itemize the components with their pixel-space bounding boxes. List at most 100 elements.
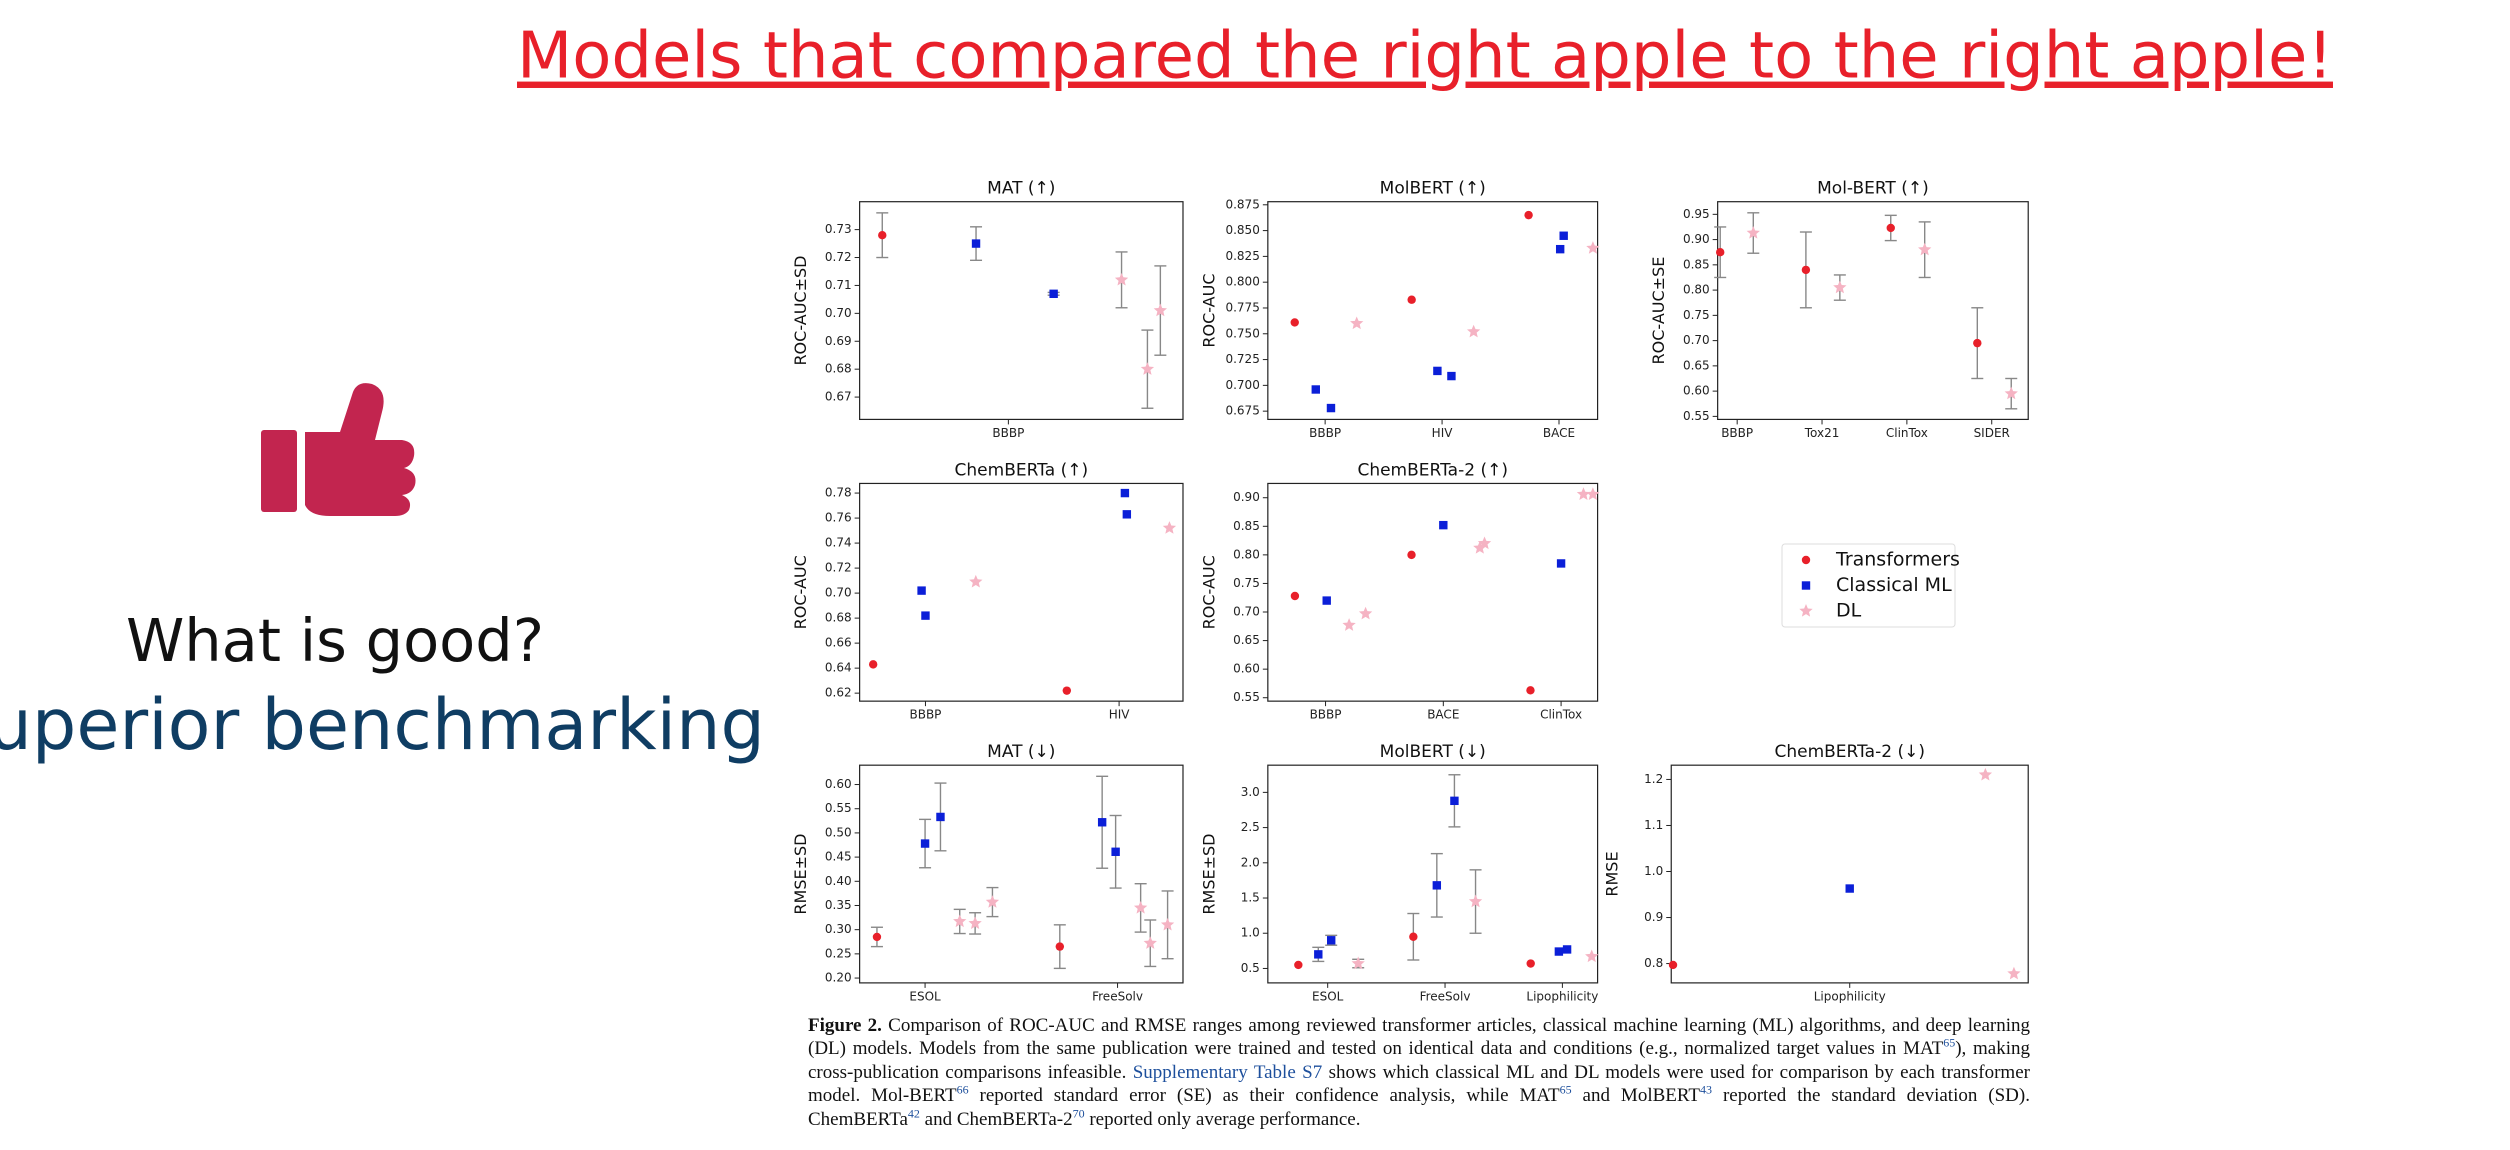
- y-axis-label: ROC-AUC±SE: [1649, 257, 1668, 365]
- x-tick-label: ClinTox: [1540, 708, 1582, 722]
- legend-label: DL: [1836, 600, 1862, 622]
- y-tick-label: 0.60: [1233, 662, 1260, 676]
- point: [1555, 244, 1565, 254]
- point: [1153, 303, 1168, 317]
- y-tick-label: 0.55: [825, 801, 852, 815]
- citation: 66: [956, 1082, 969, 1097]
- panel-title: ChemBERTa-2 (↓): [1774, 742, 1925, 762]
- x-tick-label: Lipophilicity: [1814, 989, 1886, 1003]
- point: [1801, 265, 1811, 275]
- point: [1586, 487, 1600, 500]
- legend-marker: [1801, 555, 1811, 565]
- y-tick-label: 0.65: [1233, 633, 1260, 647]
- point: [1120, 488, 1130, 498]
- y-tick-label: 0.60: [1683, 384, 1710, 398]
- x-tick-label: FreeSolv: [1092, 989, 1143, 1003]
- y-tick-label: 0.70: [1233, 605, 1260, 619]
- point: [1062, 686, 1072, 695]
- citation: 43: [1700, 1082, 1713, 1097]
- point: [1559, 231, 1568, 240]
- citation: 42: [907, 1106, 920, 1121]
- y-tick-label: 0.80: [1233, 547, 1260, 561]
- x-tick-label: BBBP: [909, 708, 941, 722]
- y-tick-label: 0.68: [825, 611, 852, 625]
- panel-title: MolBERT (↑): [1380, 179, 1486, 199]
- point: [969, 574, 983, 588]
- y-tick-label: 1.2: [1644, 772, 1663, 786]
- x-tick-label: SIDER: [1974, 426, 2010, 440]
- y-tick-label: 0.66: [825, 636, 852, 650]
- y-tick-label: 0.750: [1225, 326, 1259, 340]
- legend-box: [1781, 543, 1956, 628]
- x-tick-label: BBBP: [1310, 708, 1342, 722]
- point: [1554, 947, 1564, 956]
- point: [1477, 536, 1492, 550]
- y-tick-label: 0.35: [825, 898, 852, 912]
- point: [1526, 959, 1535, 968]
- point: [872, 932, 882, 942]
- caption-link[interactable]: Supplementary Table S7: [1132, 1061, 1323, 1083]
- point: [1586, 241, 1600, 254]
- point: [1450, 796, 1459, 806]
- question: What is good?: [126, 606, 544, 675]
- point: [1562, 945, 1572, 954]
- y-tick-label: 0.74: [825, 536, 852, 550]
- y-axis-label: ROC-AUC: [1199, 555, 1218, 629]
- y-tick-label: 0.90: [1683, 232, 1710, 246]
- y-tick-label: 0.40: [825, 874, 852, 888]
- point: [1886, 223, 1895, 233]
- point: [1845, 884, 1854, 893]
- point: [1160, 917, 1175, 931]
- point: [1322, 596, 1331, 605]
- legend-marker: [1801, 581, 1811, 590]
- point: [1585, 949, 1599, 963]
- y-tick-label: 0.875: [1225, 197, 1259, 211]
- y-axis-label: ROC-AUC±SD: [791, 256, 810, 366]
- plot-frame: [859, 764, 1184, 984]
- caption-text: reported only average performance.: [1084, 1108, 1361, 1130]
- point: [1358, 606, 1373, 620]
- point: [878, 230, 887, 240]
- y-tick-label: 0.70: [825, 586, 852, 600]
- point: [1290, 591, 1300, 601]
- caption-text: Comparison of ROC-AUC and RMSE ranges am…: [808, 1015, 2030, 1060]
- caption-text: reported standard error (SE) as their co…: [968, 1085, 1560, 1107]
- x-tick-label: BACE: [1543, 426, 1575, 440]
- y-tick-label: 0.50: [825, 825, 852, 839]
- point: [1468, 894, 1483, 908]
- y-tick-label: 0.20: [825, 971, 852, 985]
- point: [1049, 289, 1058, 299]
- y-tick-label: 0.69: [825, 334, 852, 348]
- x-tick-label: BBBP: [992, 426, 1024, 440]
- panel-title: ChemBERTa-2 (↑): [1357, 460, 1508, 480]
- plot-frame: [1267, 482, 1599, 702]
- y-tick-label: 0.800: [1225, 275, 1259, 289]
- y-tick-label: 0.60: [825, 777, 852, 791]
- point: [921, 611, 930, 620]
- citation: 65: [1943, 1036, 1956, 1051]
- caption-text: and ChemBERTa-2: [919, 1108, 1073, 1130]
- point: [1556, 559, 1566, 568]
- x-tick-label: Lipophilicity: [1526, 989, 1598, 1003]
- panel-title: Mol-BERT (↑): [1817, 179, 1929, 199]
- y-tick-label: 0.45: [825, 850, 852, 864]
- point: [1351, 956, 1365, 970]
- y-tick-label: 0.700: [1225, 378, 1259, 392]
- point: [1097, 818, 1107, 827]
- y-tick-label: 0.8: [1644, 956, 1663, 970]
- point: [1973, 338, 1982, 348]
- y-axis-label: ROC-AUC: [1199, 273, 1218, 347]
- caption-text: shows which classical ML and DL models w…: [808, 1061, 2030, 1107]
- point: [971, 239, 981, 248]
- y-tick-label: 0.72: [825, 561, 852, 575]
- y-tick-label: 0.30: [825, 922, 852, 936]
- x-tick-label: BACE: [1427, 708, 1459, 722]
- y-tick-label: 0.825: [1225, 249, 1259, 263]
- slide-title: Models that compared the right apple to …: [517, 20, 2333, 94]
- x-tick-label: HIV: [1432, 426, 1454, 440]
- legend-marker: [1799, 604, 1813, 617]
- point: [1314, 950, 1323, 959]
- y-tick-label: 0.95: [1683, 207, 1710, 221]
- y-tick-label: 0.85: [1683, 257, 1710, 271]
- point: [1524, 210, 1533, 220]
